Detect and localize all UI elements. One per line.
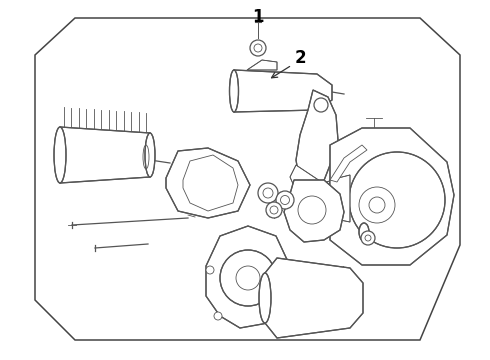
Circle shape: [298, 196, 326, 224]
Polygon shape: [330, 128, 454, 265]
Ellipse shape: [259, 273, 271, 323]
Text: 2: 2: [294, 49, 306, 67]
Circle shape: [349, 152, 445, 248]
Circle shape: [250, 40, 266, 56]
Polygon shape: [290, 165, 333, 200]
Circle shape: [214, 312, 222, 320]
Circle shape: [359, 187, 395, 223]
Circle shape: [266, 202, 282, 218]
Polygon shape: [330, 175, 350, 222]
Circle shape: [220, 250, 276, 306]
Polygon shape: [296, 90, 338, 190]
Polygon shape: [247, 60, 277, 70]
Circle shape: [361, 231, 375, 245]
Circle shape: [206, 266, 214, 274]
Circle shape: [276, 191, 294, 209]
Polygon shape: [265, 258, 363, 338]
Polygon shape: [206, 226, 290, 328]
Ellipse shape: [145, 133, 155, 177]
Polygon shape: [330, 145, 367, 182]
Polygon shape: [234, 70, 332, 112]
Polygon shape: [166, 148, 250, 218]
Polygon shape: [284, 180, 344, 242]
Ellipse shape: [229, 70, 239, 112]
Circle shape: [282, 266, 290, 274]
Ellipse shape: [359, 223, 369, 241]
Ellipse shape: [54, 127, 66, 183]
Polygon shape: [60, 127, 150, 183]
Text: 1: 1: [252, 8, 264, 26]
Circle shape: [314, 98, 328, 112]
Circle shape: [258, 183, 278, 203]
